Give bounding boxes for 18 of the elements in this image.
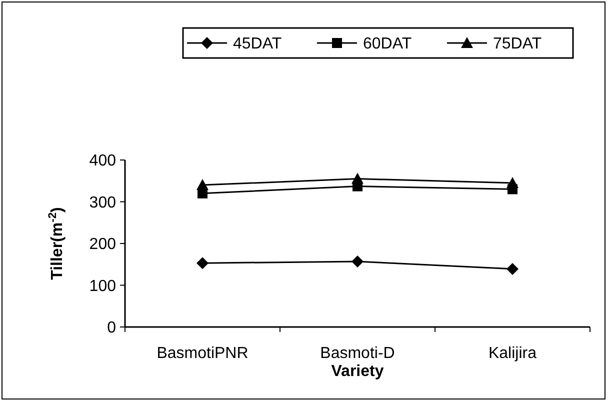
legend-label: 45DAT xyxy=(233,36,282,53)
x-axis-title: Variety xyxy=(331,363,384,380)
y-tick-label: 400 xyxy=(89,152,116,170)
y-tick-label: 300 xyxy=(89,194,116,212)
x-tick-label: Kalijira xyxy=(488,345,537,362)
legend-label: 60DAT xyxy=(363,36,412,53)
x-tick-label: Basmoti-D xyxy=(320,345,395,362)
y-tick-label: 200 xyxy=(89,236,116,254)
point xyxy=(506,176,518,188)
point xyxy=(196,257,208,270)
point xyxy=(352,255,364,268)
point xyxy=(196,179,208,190)
point xyxy=(352,172,364,184)
y-tick-label: 100 xyxy=(89,278,116,295)
y-tick-label: 0 xyxy=(107,320,116,337)
legend-label: 75DAT xyxy=(493,36,542,53)
x-tick-label: BasmotiPNR xyxy=(156,345,248,362)
point xyxy=(506,262,518,275)
